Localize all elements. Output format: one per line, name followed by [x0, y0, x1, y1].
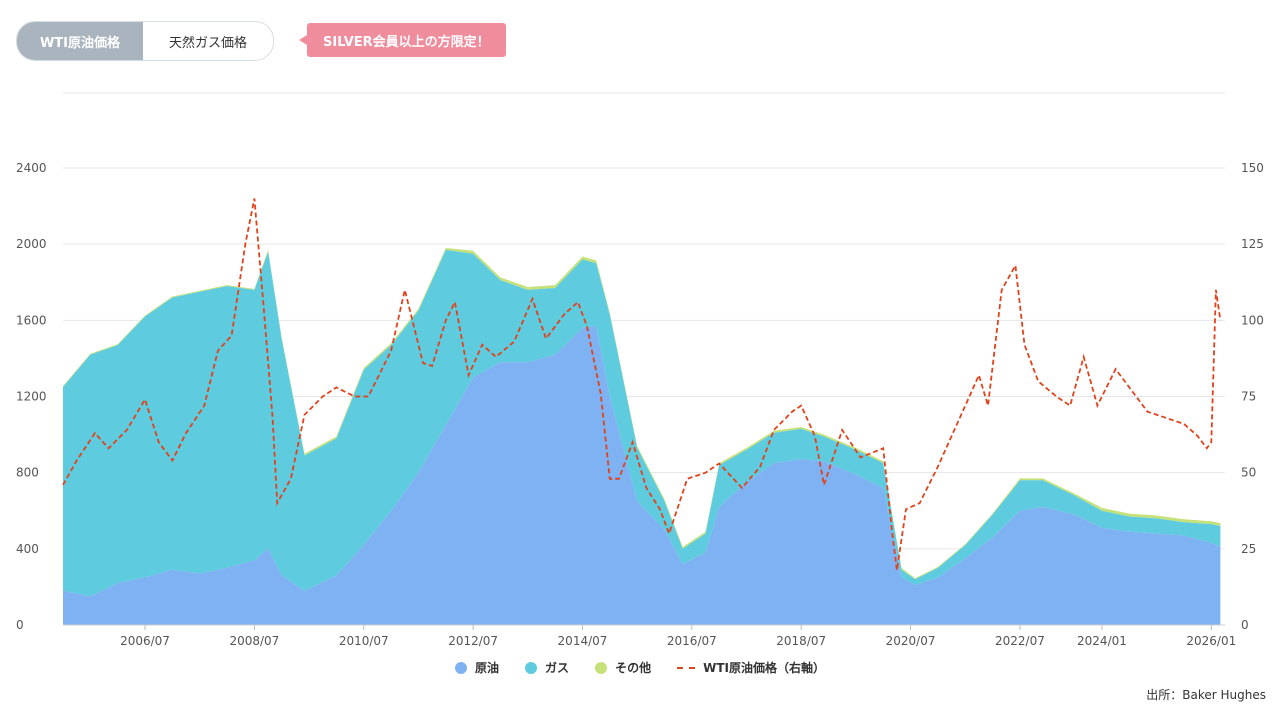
y-left-tick-label: 1200 [16, 390, 47, 404]
legend-label-other: その他 [615, 661, 652, 675]
x-tick-label: 2014/07 [558, 634, 608, 648]
y-left-tick-label: 0 [16, 618, 24, 632]
commodity-tabs: WTI原油価格 天然ガス価格 [16, 21, 274, 61]
source-note: 出所：Baker Hughes [1146, 688, 1266, 702]
y-right-tick-label: 75 [1241, 390, 1256, 404]
rig-count-chart: 0 400 800 1200 1600 2000 2400 0 25 50 75 100 125 150 2… [16, 92, 1264, 648]
legend-label-oil: 原油 [475, 661, 500, 675]
y-left-tick-label: 400 [16, 542, 39, 556]
y-left-tick-label: 1600 [16, 313, 47, 327]
y-right-tick-label: 50 [1241, 466, 1256, 480]
legend-item-wti[interactable]: WTI原油価格（右軸） [677, 659, 825, 676]
axis-labels: 0 400 800 1200 1600 2000 2400 0 25 50 75 100 125 150 2… [16, 161, 1264, 648]
wti-line-layer [62, 198, 1222, 571]
x-tick-label: 2016/07 [667, 634, 717, 648]
y-right-tick-label: 150 [1241, 161, 1264, 175]
legend-label-wti: WTI原油価格（右軸） [703, 661, 825, 675]
x-tick-label: 2008/07 [229, 634, 279, 648]
legend-item-oil[interactable]: 原油 [455, 659, 499, 676]
oil-legend-marker [455, 661, 468, 674]
x-tick-label: 2006/07 [120, 634, 170, 648]
x-tick-label: 2024/01 [1077, 634, 1127, 648]
y-right-tick-label: 25 [1241, 542, 1256, 556]
x-tick-label: 2026/01 [1186, 634, 1236, 648]
legend-item-gas[interactable]: ガス [525, 659, 569, 676]
legend-label-gas: ガス [545, 661, 570, 675]
other-legend-marker [595, 661, 608, 674]
silver-member-badge[interactable]: SILVER会員以上の方限定！ [299, 23, 506, 57]
chart-legend: 原油 ガス その他 WTI原油価格（右軸） [0, 659, 1280, 676]
y-left-tick-label: 800 [16, 466, 39, 480]
x-tick-label: 2010/07 [339, 634, 389, 648]
x-tick-label: 2022/07 [995, 634, 1045, 648]
y-left-tick-label: 2000 [16, 237, 47, 251]
y-left-tick-label: 2400 [16, 161, 47, 175]
y-right-tick-label: 0 [1241, 618, 1249, 632]
wti-price-line [62, 198, 1222, 571]
y-right-tick-label: 125 [1241, 237, 1264, 251]
gas-legend-marker [525, 661, 538, 674]
y-right-tick-label: 100 [1241, 313, 1264, 327]
x-tick-label: 2020/07 [886, 634, 936, 648]
wti-legend-marker [677, 666, 696, 669]
tab-natural-gas-price[interactable]: 天然ガス価格 [143, 22, 273, 60]
stacked-areas [63, 248, 1221, 625]
x-tick-label: 2018/07 [776, 634, 826, 648]
x-tick-label: 2012/07 [448, 634, 498, 648]
legend-item-other[interactable]: その他 [595, 659, 651, 676]
tab-wti-oil-price[interactable]: WTI原油価格 [17, 22, 143, 60]
area-gas [63, 249, 1221, 597]
area-oil [63, 326, 1221, 625]
